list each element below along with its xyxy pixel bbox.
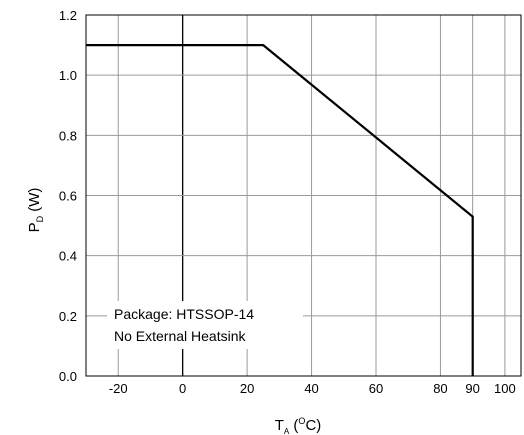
x-tick-label: 0 [179, 381, 186, 396]
plot-frame [85, 14, 522, 377]
x-axis-label: TA (OC) [275, 416, 322, 435]
y-tick-label: 0.6 [59, 189, 77, 204]
x-tick-label: 80 [433, 381, 447, 396]
x-axis-label-main: T [275, 417, 284, 434]
x-axis-label-open: ( [289, 417, 298, 434]
y-tick-label: 0.0 [59, 369, 77, 384]
x-axis-label-unit: C) [305, 417, 321, 434]
y-axis-label-subscript: D [35, 215, 45, 222]
y-tick-label: 0.8 [59, 128, 77, 143]
x-tick-label: 40 [304, 381, 318, 396]
y-axis-label-unit: (W) [26, 188, 43, 216]
y-tick-label: 1.2 [59, 8, 77, 23]
x-tick-labels: -20 0 20 40 60 80 90 100 [109, 381, 516, 396]
x-axis-label-subscript: A [284, 427, 290, 435]
x-tick-label: 90 [465, 381, 479, 396]
y-axis-label: PD (W) [26, 188, 45, 233]
x-tick-label: 20 [240, 381, 254, 396]
x-tick-label: -20 [109, 381, 128, 396]
series-lines [86, 43, 474, 376]
x-tick-label: 60 [369, 381, 383, 396]
annotation-background [107, 301, 303, 349]
y-tick-label: 0.2 [59, 309, 77, 324]
series-line [86, 43, 474, 376]
x-axis-label-superscript: O [298, 416, 305, 426]
y-tick-labels: 0.0 0.2 0.4 0.6 0.8 1.0 1.2 [59, 8, 77, 384]
annotation-heatsink: No External Heatsink [114, 328, 247, 344]
y-axis-label-main: P [26, 222, 43, 232]
y-tick-label: 0.4 [59, 249, 77, 264]
annotation-package: Package: HTSSOP-14 [114, 306, 254, 322]
x-tick-label: 100 [494, 381, 516, 396]
y-tick-label: 1.0 [59, 68, 77, 83]
grid-lines [86, 15, 521, 376]
